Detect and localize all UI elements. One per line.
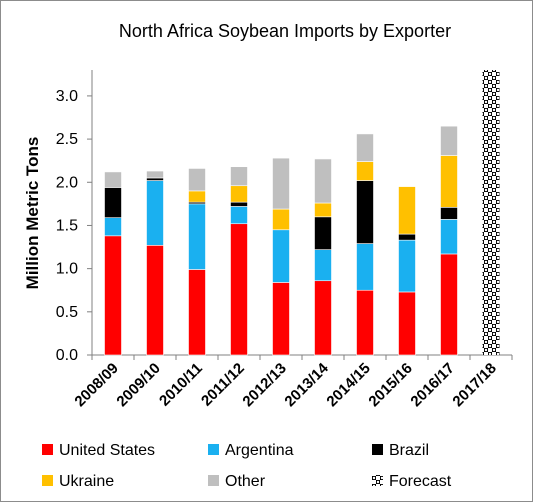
bar-segment-other [314,158,332,204]
bar-segment-other [104,171,122,188]
bar-segment-united-states [398,291,416,356]
bar-segment-argentina [188,203,206,270]
legend-label: Ukraine [59,473,114,490]
bar-segment-other [188,168,206,192]
bar-segment-other [146,170,164,179]
plot-area: 0.0 0.5 1.0 1.5 2.0 2.5 3.0 2008/092009/102010/… [56,70,513,410]
bar-segment-ukraine [356,161,374,181]
bar-segment-united-states [188,269,206,356]
bar-segment-argentina [272,229,290,283]
y-tick-label: 2.0 [56,174,78,191]
bar-segment-united-states [314,280,332,356]
bar-segment-forecast [482,70,500,355]
bar-segment-ukraine [230,185,248,203]
x-tick-label: 2010/11 [156,360,206,410]
legend-swatch [372,444,383,455]
legend: United States Argentina Brazil Ukraine Other… [42,442,452,490]
legend-swatch [208,475,219,486]
bar-segment-ukraine [272,208,290,231]
bar-segment-argentina [230,206,248,225]
bar-segment-argentina [104,217,122,237]
x-tick-label: 2014/15 [323,360,373,410]
x-tick-label: 2013/14 [281,359,332,410]
bar-segment-brazil [356,180,374,244]
bar-segment-ukraine [398,186,416,235]
legend-swatch [42,475,53,486]
bar-segment-ukraine [314,202,332,218]
x-tick-label: 2015/16 [365,360,415,410]
bar-segment-other [230,166,248,187]
x-tick-label: 2016/17 [407,360,457,410]
x-tick-label: 2008/09 [71,360,121,410]
bar-segment-argentina [356,243,374,291]
legend-label: United States [59,442,155,459]
legend-swatch [208,444,219,455]
x-tick-label: 2011/12 [198,360,248,410]
y-tick-label: 3.0 [56,88,78,105]
bar-segment-other [356,133,374,162]
bar-segment-brazil [398,233,416,241]
y-axis-label: Million Metric Tons [23,137,42,290]
legend-label: Argentina [225,442,294,459]
x-tick-label: 2017/18 [449,360,499,410]
bar-segment-other [440,125,458,156]
legend-label: Brazil [389,442,429,459]
bar-segment-argentina [314,249,332,282]
bar-segment-united-states [440,253,458,356]
bar-segment-argentina [398,239,416,293]
bar-segment-ukraine [440,155,458,208]
x-tick-label: 2009/10 [113,360,163,410]
bar-segment-brazil [440,207,458,220]
bar-segment-brazil [146,177,164,181]
y-tick-label: 1.5 [56,217,78,234]
y-tick-label: 2.5 [56,131,78,148]
bar-segment-brazil [104,187,122,218]
y-tick-label: 0.5 [56,304,78,321]
y-tick-label: 1.0 [56,261,78,278]
bar-segment-united-states [356,289,374,356]
bar-segment-united-states [272,282,290,356]
legend-label: Other [225,473,266,490]
legend-label: Forecast [389,473,452,490]
legend-swatch [42,444,53,455]
bar-segment-united-states [230,223,248,356]
bar-segment-united-states [104,235,122,356]
bar-segment-brazil [230,201,248,207]
bar-segment-united-states [146,245,164,356]
bar-segment-ukraine [188,190,206,203]
bar-segment-brazil [314,216,332,250]
bar-segment-argentina [440,219,458,255]
x-tick-label: 2012/13 [239,360,289,410]
bar-segment-argentina [146,180,164,246]
y-tick-label: 0.0 [56,347,78,364]
legend-swatch [372,475,383,486]
chart-title: North Africa Soybean Imports by Exporter [119,21,451,41]
bar-segment-other [272,157,290,210]
